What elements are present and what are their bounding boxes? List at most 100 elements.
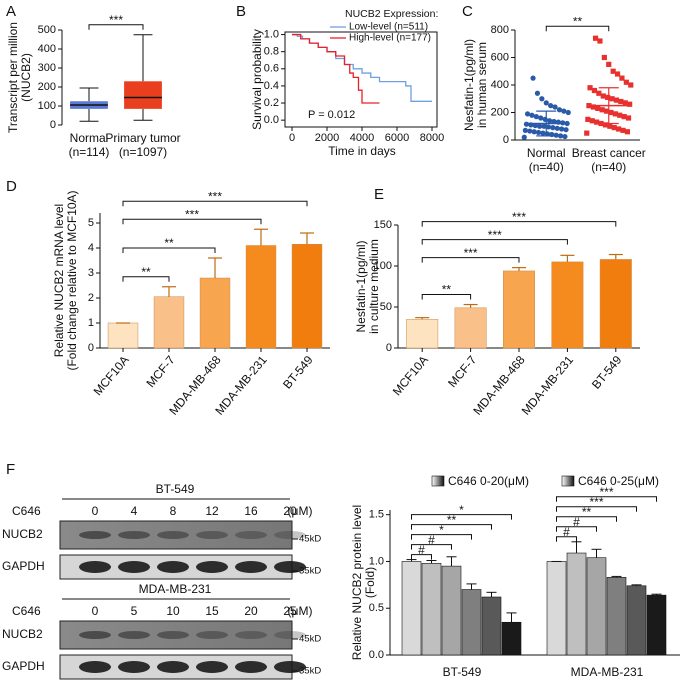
- bar: [401, 561, 422, 656]
- legend-label: C646 0-20(μM): [448, 474, 529, 488]
- significance-bracket: [411, 554, 432, 560]
- y-tick-label: 50: [380, 301, 392, 313]
- x-tick-label: MDA-MB-231: [519, 353, 577, 418]
- blot-band: [274, 561, 306, 573]
- bar: [291, 244, 323, 349]
- y-tick-label: 100: [374, 260, 392, 272]
- blot-band: [79, 561, 111, 573]
- significance-label: *: [459, 503, 464, 517]
- blot-band: [118, 531, 150, 539]
- data-point: [619, 75, 625, 81]
- significance-bracket: [421, 221, 617, 227]
- x-tick-label: Breast cancer: [572, 146, 646, 160]
- data-point: [623, 79, 629, 85]
- significance-bracket: [411, 544, 452, 550]
- data-point: [554, 125, 560, 131]
- panel-letter: F: [6, 461, 15, 478]
- data-point: [589, 118, 595, 124]
- y-axis-label: (NUCB2): [19, 53, 33, 102]
- significance-bracket: [411, 524, 492, 530]
- y-tick-label: 800: [491, 24, 509, 36]
- x-axis-label: Time in days: [328, 144, 396, 158]
- x-tick-label: 6000: [385, 132, 409, 144]
- data-point: [557, 133, 564, 139]
- x-tick-label: 8000: [420, 132, 444, 144]
- x-tick-label: 4000: [350, 132, 374, 144]
- data-point: [611, 125, 617, 131]
- blot-band: [235, 531, 267, 539]
- bar: [421, 563, 442, 656]
- panel-letter: D: [6, 178, 17, 195]
- y-tick-label: 0: [50, 119, 56, 131]
- significance-label: **: [582, 505, 592, 519]
- panel-letter: C: [462, 3, 473, 20]
- dose-label: 20: [283, 504, 297, 518]
- blot-band: [157, 531, 189, 539]
- dose-label: 12: [205, 504, 219, 518]
- legend-swatch: [561, 475, 575, 487]
- significance-label: **: [141, 265, 151, 279]
- bar: [606, 577, 627, 656]
- row-label: NUCB2: [2, 527, 43, 541]
- dose-label: 20: [244, 604, 258, 618]
- y-tick-label: 1.0: [369, 555, 384, 567]
- significance-label: **: [164, 236, 174, 250]
- bar: [454, 307, 487, 349]
- y-axis-label: (Fold change relative to MCF10A): [65, 190, 79, 370]
- row-label: GAPDH: [2, 559, 45, 573]
- data-point: [618, 98, 624, 105]
- bar: [481, 596, 502, 656]
- data-point: [584, 130, 590, 136]
- significance-bracket: [421, 257, 520, 263]
- data-point: [545, 124, 552, 130]
- y-tick-label: 200: [38, 81, 56, 93]
- significance-bracket: [411, 534, 472, 540]
- data-point: [542, 116, 548, 122]
- data-point: [527, 128, 533, 134]
- dose-label: 25: [283, 604, 297, 618]
- data-point: [530, 75, 536, 81]
- y-tick-label: 0: [386, 342, 392, 354]
- data-point: [607, 123, 613, 129]
- data-point: [587, 85, 593, 91]
- p-value: P = 0.012: [308, 109, 355, 121]
- data-point: [590, 104, 596, 110]
- data-point: [565, 109, 571, 116]
- data-point: [596, 90, 602, 96]
- data-point: [616, 126, 622, 132]
- x-tick-label: BT-549: [443, 665, 482, 679]
- y-tick-label: 0: [88, 342, 94, 354]
- bar: [551, 261, 584, 349]
- blot-band: [196, 531, 228, 539]
- bar: [599, 259, 632, 349]
- significance-bracket: [556, 506, 637, 512]
- blot-band: [235, 661, 267, 673]
- treatment-label: C646: [12, 504, 41, 518]
- x-tick-label: 2000: [315, 132, 339, 144]
- significance-bracket: [122, 218, 262, 225]
- data-point: [522, 127, 528, 133]
- data-point: [539, 96, 545, 102]
- significance-label: ***: [599, 485, 613, 499]
- data-point: [529, 112, 535, 118]
- significance-label: #: [428, 533, 435, 547]
- y-tick-label: 0.8: [264, 46, 279, 58]
- data-point: [532, 122, 538, 129]
- treatment-label: C646: [12, 604, 41, 618]
- y-tick-label: 0: [503, 134, 509, 146]
- data-point: [551, 118, 557, 125]
- significance-label: **: [573, 14, 583, 28]
- data-point: [533, 114, 539, 120]
- data-point: [622, 100, 628, 106]
- data-point: [531, 129, 537, 135]
- blot-band: [118, 661, 150, 673]
- significance-label: #: [573, 515, 580, 529]
- significance-bracket: [122, 276, 170, 282]
- data-point: [548, 103, 554, 109]
- bar: [199, 277, 231, 349]
- y-tick-label: 400: [491, 79, 509, 91]
- data-point: [601, 54, 607, 61]
- bar: [245, 245, 277, 349]
- row-label: GAPDH: [2, 659, 45, 673]
- legend-label: C646 0-25(μM): [578, 474, 659, 488]
